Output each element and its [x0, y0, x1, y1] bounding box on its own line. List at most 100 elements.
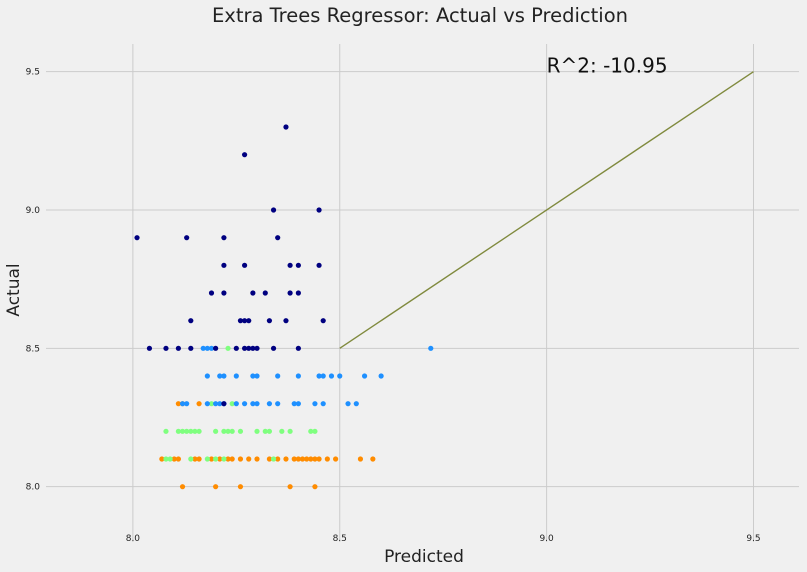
- data-point: [275, 401, 281, 407]
- data-point: [241, 318, 248, 324]
- data-point: [188, 318, 194, 324]
- data-point: [237, 428, 244, 434]
- data-point: [283, 318, 289, 324]
- data-point: [275, 456, 281, 462]
- x-axis-title: Predicted: [384, 547, 464, 567]
- data-point: [266, 428, 273, 434]
- data-point: [229, 456, 235, 462]
- data-point: [287, 290, 293, 296]
- data-point: [241, 401, 248, 407]
- data-point: [361, 373, 368, 379]
- data-point: [312, 428, 318, 434]
- data-point: [217, 401, 223, 407]
- x-tick-label: 9.0: [539, 534, 554, 544]
- data-point: [316, 262, 322, 268]
- data-point: [320, 401, 326, 407]
- data-point: [213, 428, 219, 434]
- data-point: [254, 456, 260, 462]
- data-point: [250, 401, 256, 407]
- data-point: [295, 345, 301, 351]
- data-point: [184, 428, 190, 434]
- y-tick-label: 8.5: [26, 344, 40, 354]
- reference-line-group: [339, 71, 754, 349]
- data-point: [175, 428, 181, 434]
- data-point: [208, 456, 215, 462]
- data-point: [370, 456, 376, 462]
- data-point: [188, 345, 194, 351]
- data-point: [287, 484, 293, 490]
- data-point: [196, 428, 202, 434]
- data-point: [275, 235, 281, 241]
- data-point: [225, 456, 231, 462]
- data-point: [237, 484, 244, 490]
- data-point: [179, 401, 186, 407]
- tick-labels: 8.0 8.5 9.0 9.5 8.0 8.5 9.0 9.5: [26, 68, 761, 544]
- data-point: [241, 152, 248, 158]
- data-point: [241, 345, 248, 351]
- data-point: [134, 235, 140, 241]
- data-point: [287, 262, 293, 268]
- data-point: [295, 401, 301, 407]
- data-point: [283, 124, 289, 130]
- data-point: [163, 428, 169, 434]
- data-point: [233, 401, 239, 407]
- data-point: [192, 428, 198, 434]
- data-point: [357, 456, 364, 462]
- data-point: [320, 318, 326, 324]
- data-point: [237, 318, 244, 324]
- data-point: [217, 456, 223, 462]
- data-point: [312, 456, 318, 462]
- data-point: [428, 345, 434, 351]
- data-point: [304, 456, 310, 462]
- data-point: [308, 428, 314, 434]
- data-point: [250, 290, 256, 296]
- data-point: [308, 456, 314, 462]
- data-point: [279, 428, 285, 434]
- data-point: [179, 484, 186, 490]
- data-point: [254, 345, 260, 351]
- data-point: [337, 373, 343, 379]
- y-tick-label: 8.0: [26, 483, 41, 493]
- data-point: [196, 401, 202, 407]
- data-point: [188, 428, 194, 434]
- data-point: [328, 373, 335, 379]
- data-point: [254, 428, 260, 434]
- data-point: [229, 401, 235, 407]
- data-point: [225, 428, 231, 434]
- data-point: [312, 484, 318, 490]
- data-point: [213, 401, 219, 407]
- data-point: [266, 401, 273, 407]
- data-point: [229, 428, 235, 434]
- data-point: [159, 456, 165, 462]
- data-point: [204, 345, 210, 351]
- data-point: [200, 345, 206, 351]
- data-point: [283, 456, 289, 462]
- data-point: [163, 456, 169, 462]
- data-point: [184, 401, 190, 407]
- data-point: [175, 401, 181, 407]
- data-point: [225, 345, 231, 351]
- data-points: [134, 124, 434, 490]
- data-point: [316, 456, 322, 462]
- x-tick-label: 9.5: [746, 534, 760, 544]
- data-point: [316, 207, 322, 213]
- data-point: [184, 235, 190, 241]
- data-point: [324, 456, 330, 462]
- data-point: [246, 456, 252, 462]
- data-point: [167, 456, 173, 462]
- data-point: [295, 290, 301, 296]
- data-point: [208, 401, 215, 407]
- data-point: [221, 456, 227, 462]
- data-point: [275, 373, 281, 379]
- data-point: [316, 373, 322, 379]
- data-point: [295, 456, 301, 462]
- data-point: [233, 345, 239, 351]
- data-point: [250, 345, 256, 351]
- data-point: [171, 456, 177, 462]
- x-tick-label: 8.0: [126, 534, 141, 544]
- data-point: [175, 456, 181, 462]
- data-point: [221, 428, 227, 434]
- grid-lines: [46, 44, 799, 542]
- data-point: [287, 428, 293, 434]
